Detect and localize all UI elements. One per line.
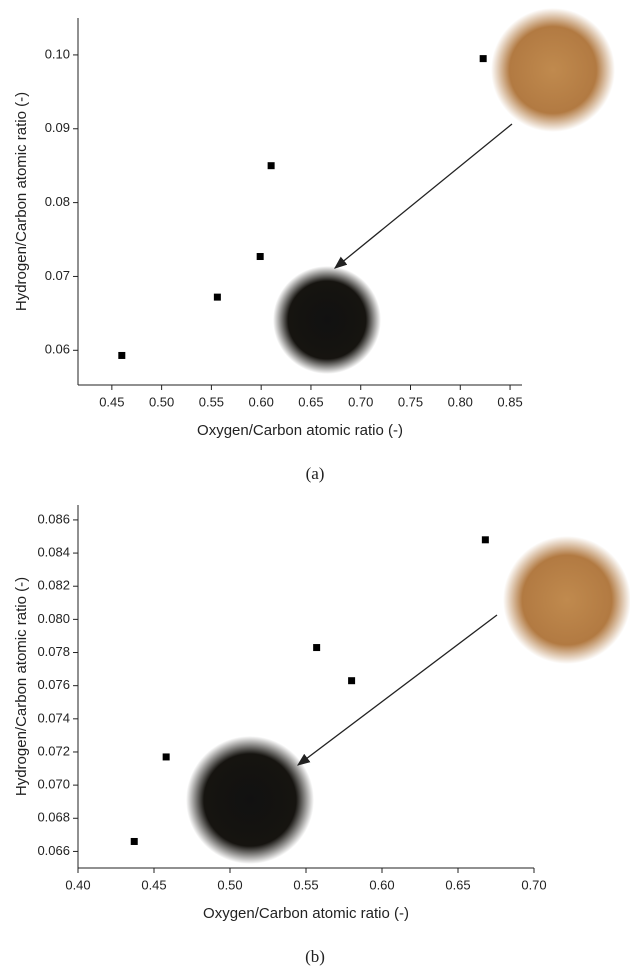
sample-photo-raw (503, 536, 630, 664)
point (267, 162, 275, 170)
y-tick-label: 0.086 (37, 511, 70, 526)
x-tick-label: 0.55 (293, 877, 318, 892)
x-tick-label: 0.65 (298, 394, 323, 409)
point (348, 677, 356, 685)
sample-photo-char (186, 736, 314, 864)
y-tick-label: 0.072 (37, 743, 70, 758)
y-tick-label: 0.070 (37, 777, 70, 792)
x-tick-label: 0.75 (398, 394, 423, 409)
x-tick-label: 0.50 (149, 394, 174, 409)
y-tick-label: 0.076 (37, 677, 70, 692)
y-tick-label: 0.080 (37, 611, 70, 626)
point (130, 837, 138, 845)
y-tick-label: 0.068 (37, 810, 70, 825)
caption: (a) (306, 464, 325, 483)
x-tick-label: 0.45 (141, 877, 166, 892)
x-tick-label: 0.55 (199, 394, 224, 409)
y-tick-label: 0.078 (37, 644, 70, 659)
y-tick-label: 0.066 (37, 843, 70, 858)
x-tick-label: 0.45 (99, 394, 124, 409)
y-axis-title: Hydrogen/Carbon atomic ratio (-) (13, 92, 30, 311)
point (481, 536, 489, 544)
x-tick-label: 0.70 (521, 877, 546, 892)
y-tick-label: 0.09 (45, 120, 70, 135)
arrow (333, 123, 513, 269)
x-tick-label: 0.40 (65, 877, 90, 892)
x-tick-label: 0.65 (445, 877, 470, 892)
x-tick-label: 0.60 (249, 394, 274, 409)
x-axis-title: Oxygen/Carbon atomic ratio (-) (197, 422, 403, 439)
point (213, 293, 221, 301)
y-tick-label: 0.084 (37, 545, 70, 560)
x-axis-title: Oxygen/Carbon atomic ratio (-) (203, 905, 409, 922)
x-tick-label: 0.70 (348, 394, 373, 409)
point (313, 644, 321, 652)
arrow (296, 614, 498, 766)
y-tick-label: 0.08 (45, 194, 70, 209)
sample-photo-char (273, 266, 381, 374)
point (479, 55, 487, 63)
x-tick-label: 0.60 (369, 877, 394, 892)
sample-photo-raw (491, 8, 615, 132)
x-tick-label: 0.50 (217, 877, 242, 892)
y-tick-label: 0.10 (45, 46, 70, 61)
y-axis-title: Hydrogen/Carbon atomic ratio (-) (13, 577, 30, 796)
caption: (b) (305, 947, 325, 966)
y-tick-label: 0.06 (45, 342, 70, 357)
x-tick-label: 0.85 (497, 394, 522, 409)
x-tick-label: 0.80 (448, 394, 473, 409)
point (118, 351, 126, 359)
y-tick-label: 0.082 (37, 578, 70, 593)
point (162, 753, 170, 761)
point (256, 253, 264, 261)
y-tick-label: 0.07 (45, 268, 70, 283)
y-tick-label: 0.074 (37, 710, 70, 725)
